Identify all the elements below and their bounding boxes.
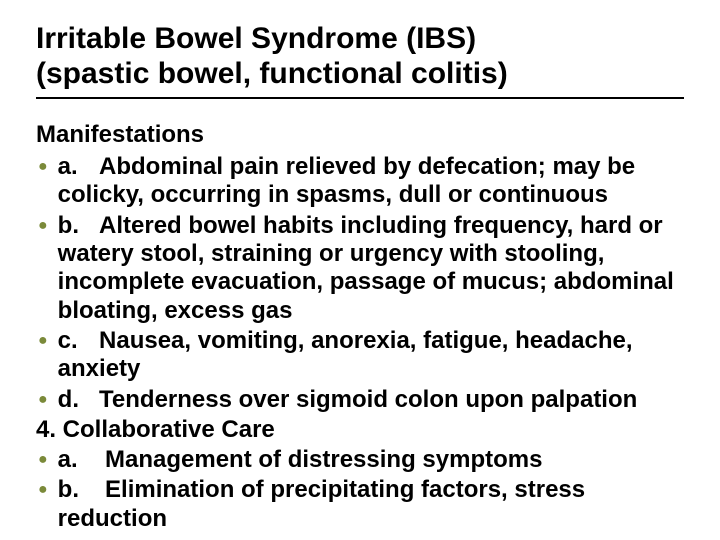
item-text: b. Elimination of precipitating factors,… — [58, 476, 684, 533]
item-body: Management of distressing symptoms — [105, 446, 542, 473]
item-label: b. — [58, 476, 86, 504]
item-label: a. — [58, 153, 86, 181]
slide-title: Irritable Bowel Syndrome (IBS) (spastic … — [36, 22, 684, 91]
item-text: d. Tenderness over sigmoid colon upon pa… — [58, 386, 638, 414]
item-label: b. — [58, 212, 86, 240]
item-label: c. — [58, 327, 86, 355]
bullet-icon: ● — [38, 476, 48, 504]
title-line-2: (spastic bowel, functional colitis) — [36, 57, 508, 90]
list-item: ● a. Abdominal pain relieved by defecati… — [36, 153, 684, 210]
manifestations-list: ● a. Abdominal pain relieved by defecati… — [36, 153, 684, 414]
bullet-icon: ● — [38, 386, 48, 414]
title-line-1: Irritable Bowel Syndrome (IBS) — [36, 22, 476, 55]
item-text: a. Management of distressing symptoms — [58, 446, 543, 474]
slide-container: Irritable Bowel Syndrome (IBS) (spastic … — [0, 0, 720, 540]
list-item: ● c. Nausea, vomiting, anorexia, fatigue… — [36, 327, 684, 384]
item-text: b. Altered bowel habits including freque… — [58, 212, 684, 325]
section-heading: Manifestations — [36, 121, 684, 149]
title-underline — [36, 97, 684, 99]
bullet-icon: ● — [38, 327, 48, 355]
list-item: ● b. Elimination of precipitating factor… — [36, 476, 684, 533]
item-body: Tenderness over sigmoid colon upon palpa… — [99, 386, 637, 413]
collaborative-care-list: ● a. Management of distressing symptoms … — [36, 446, 684, 533]
item-body: Elimination of precipitating factors, st… — [58, 476, 585, 531]
item-text: a. Abdominal pain relieved by defecation… — [58, 153, 684, 210]
collaborative-care-heading: 4. Collaborative Care — [36, 416, 684, 444]
item-body: Altered bowel habits including frequency… — [58, 212, 674, 324]
item-body: Abdominal pain relieved by defecation; m… — [58, 153, 635, 208]
bullet-icon: ● — [38, 212, 48, 240]
list-item: ● d. Tenderness over sigmoid colon upon … — [36, 386, 684, 414]
bullet-icon: ● — [38, 446, 48, 474]
item-body: Nausea, vomiting, anorexia, fatigue, hea… — [58, 327, 633, 382]
item-text: c. Nausea, vomiting, anorexia, fatigue, … — [58, 327, 684, 384]
list-item: ● a. Management of distressing symptoms — [36, 446, 684, 474]
item-label: d. — [58, 386, 86, 414]
item-label: a. — [58, 446, 86, 474]
bullet-icon: ● — [38, 153, 48, 181]
list-item: ● b. Altered bowel habits including freq… — [36, 212, 684, 325]
